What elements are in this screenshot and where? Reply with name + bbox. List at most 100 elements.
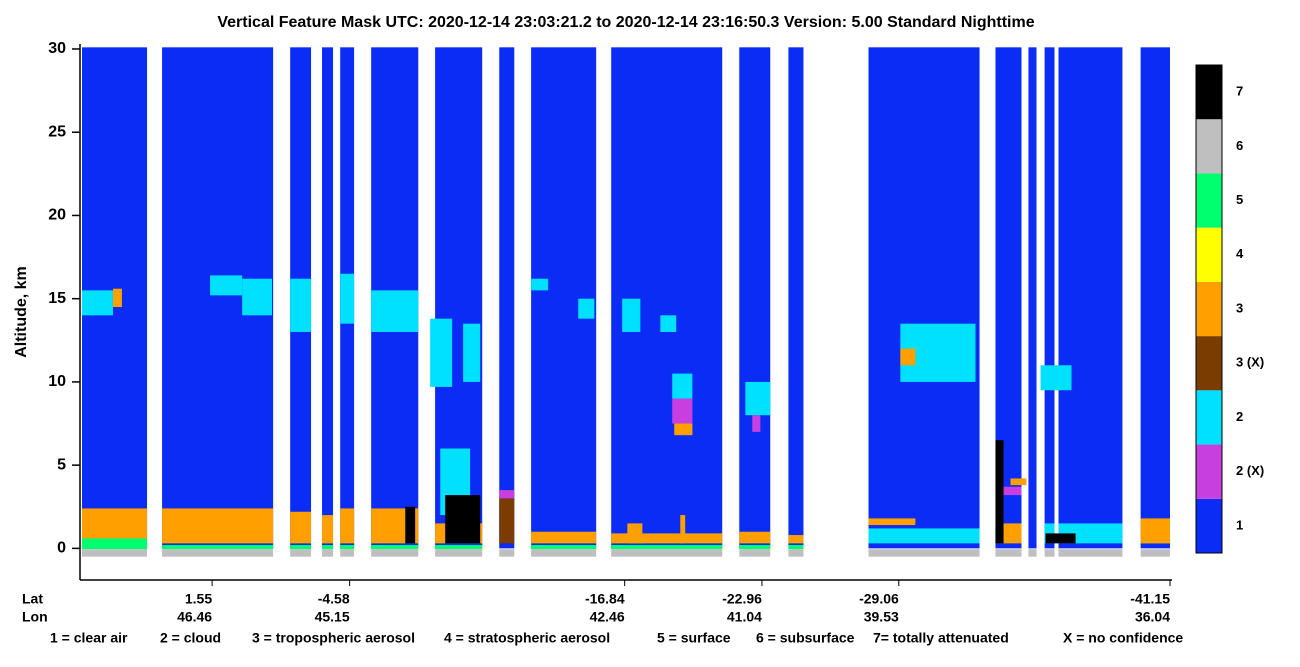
key-item: 6 = subsurface	[756, 630, 855, 646]
feature-block	[868, 549, 980, 557]
feature-block	[1010, 478, 1027, 486]
feature-block	[82, 290, 113, 316]
y-tick-label: 0	[57, 540, 66, 557]
x-tick-label: -16.84	[585, 591, 625, 607]
legend-swatch	[1196, 390, 1222, 445]
x2-tick-label: 36.04	[1135, 609, 1170, 625]
key-item: 2 = cloud	[160, 630, 221, 646]
feature-block	[739, 531, 771, 544]
key-item: 4 = stratospheric aerosol	[444, 630, 610, 646]
x2-axis-label: Lon	[22, 609, 48, 625]
feature-block	[322, 549, 334, 557]
feature-block	[499, 498, 515, 544]
feature-block	[340, 545, 355, 550]
feature-block	[868, 528, 980, 544]
feature-block	[611, 533, 723, 544]
feature-block	[1140, 549, 1170, 557]
x2-tick-label: 42.46	[590, 609, 625, 625]
feature-block	[627, 523, 643, 544]
feature-block	[672, 373, 693, 399]
feature-block	[674, 423, 693, 436]
feature-block	[739, 545, 771, 550]
legend-swatch	[1196, 65, 1222, 120]
legend-swatch	[1196, 444, 1222, 499]
feature-block	[739, 549, 771, 557]
feature-block	[680, 515, 686, 544]
feature-block	[162, 545, 274, 550]
feature-block	[672, 398, 693, 424]
feature-block	[499, 490, 515, 499]
feature-block	[82, 538, 148, 550]
key-item: 3 = tropospheric aerosol	[252, 630, 415, 646]
feature-block	[322, 47, 334, 549]
feature-block	[82, 508, 148, 544]
feature-block	[995, 549, 1022, 557]
key-item: 7= totally attenuated	[873, 630, 1009, 646]
legend-label: 6	[1236, 138, 1243, 153]
feature-block	[611, 549, 723, 557]
feature-block	[868, 47, 980, 549]
feature-block	[752, 415, 761, 432]
key-item: 1 = clear air	[50, 630, 128, 646]
feature-block	[430, 318, 453, 387]
feature-block	[322, 515, 334, 544]
feature-block	[242, 278, 273, 316]
feature-block	[1044, 549, 1055, 557]
legend-label: 2 (X)	[1236, 463, 1264, 478]
feature-block	[622, 298, 641, 332]
feature-block	[531, 278, 549, 291]
feature-block	[788, 47, 804, 549]
legend-label: 2	[1236, 409, 1243, 424]
feature-block	[340, 549, 355, 557]
legend-frame	[1195, 64, 1223, 554]
feature-block	[499, 549, 515, 557]
legend-label: 7	[1236, 84, 1243, 99]
feature-block	[162, 549, 274, 557]
feature-block	[1140, 47, 1170, 549]
feature-block	[788, 545, 804, 550]
feature-block	[371, 545, 419, 550]
feature-block	[322, 545, 334, 550]
feature-block	[1140, 518, 1170, 544]
y-tick-label: 25	[48, 123, 66, 140]
feature-block	[290, 549, 312, 557]
feature-block	[1058, 47, 1123, 549]
y-tick-label: 20	[48, 207, 66, 224]
key-item: 5 = surface	[657, 630, 731, 646]
feature-block	[995, 440, 1004, 544]
feature-block	[531, 549, 597, 557]
key: 1 = clear air 2 = cloud 3 = tropospheric…	[50, 630, 1183, 646]
feature-block	[435, 545, 483, 550]
feature-block	[162, 508, 274, 544]
feature-block	[290, 545, 312, 550]
y-tick-label: 5	[57, 456, 66, 473]
legend-swatch	[1196, 498, 1222, 553]
legend-swatch	[1196, 336, 1222, 391]
legend-swatch	[1196, 173, 1222, 228]
x2-tick-label: 41.04	[727, 609, 762, 625]
feature-block	[900, 348, 916, 366]
feature-block	[578, 298, 595, 319]
feature-block	[531, 47, 597, 549]
legend-label: 3	[1236, 300, 1243, 315]
x2-tick-label: 39.53	[864, 609, 899, 625]
feature-block	[371, 290, 419, 332]
feature-block	[531, 531, 597, 544]
key-item: X = no confidence	[1063, 630, 1183, 646]
feature-block	[611, 545, 723, 550]
feature-block	[531, 545, 597, 550]
feature-block	[290, 278, 312, 332]
feature-block	[660, 315, 677, 332]
x-axis-label: Lat	[22, 591, 43, 607]
feature-block	[499, 47, 515, 549]
feature-block	[868, 518, 916, 526]
feature-block	[1044, 47, 1055, 549]
x-tick-label: -22.96	[722, 591, 762, 607]
feature-block	[435, 549, 483, 557]
feature-block	[371, 549, 419, 557]
feature-block	[463, 323, 481, 382]
legend-label: 4	[1236, 246, 1244, 261]
feature-block	[445, 495, 481, 544]
